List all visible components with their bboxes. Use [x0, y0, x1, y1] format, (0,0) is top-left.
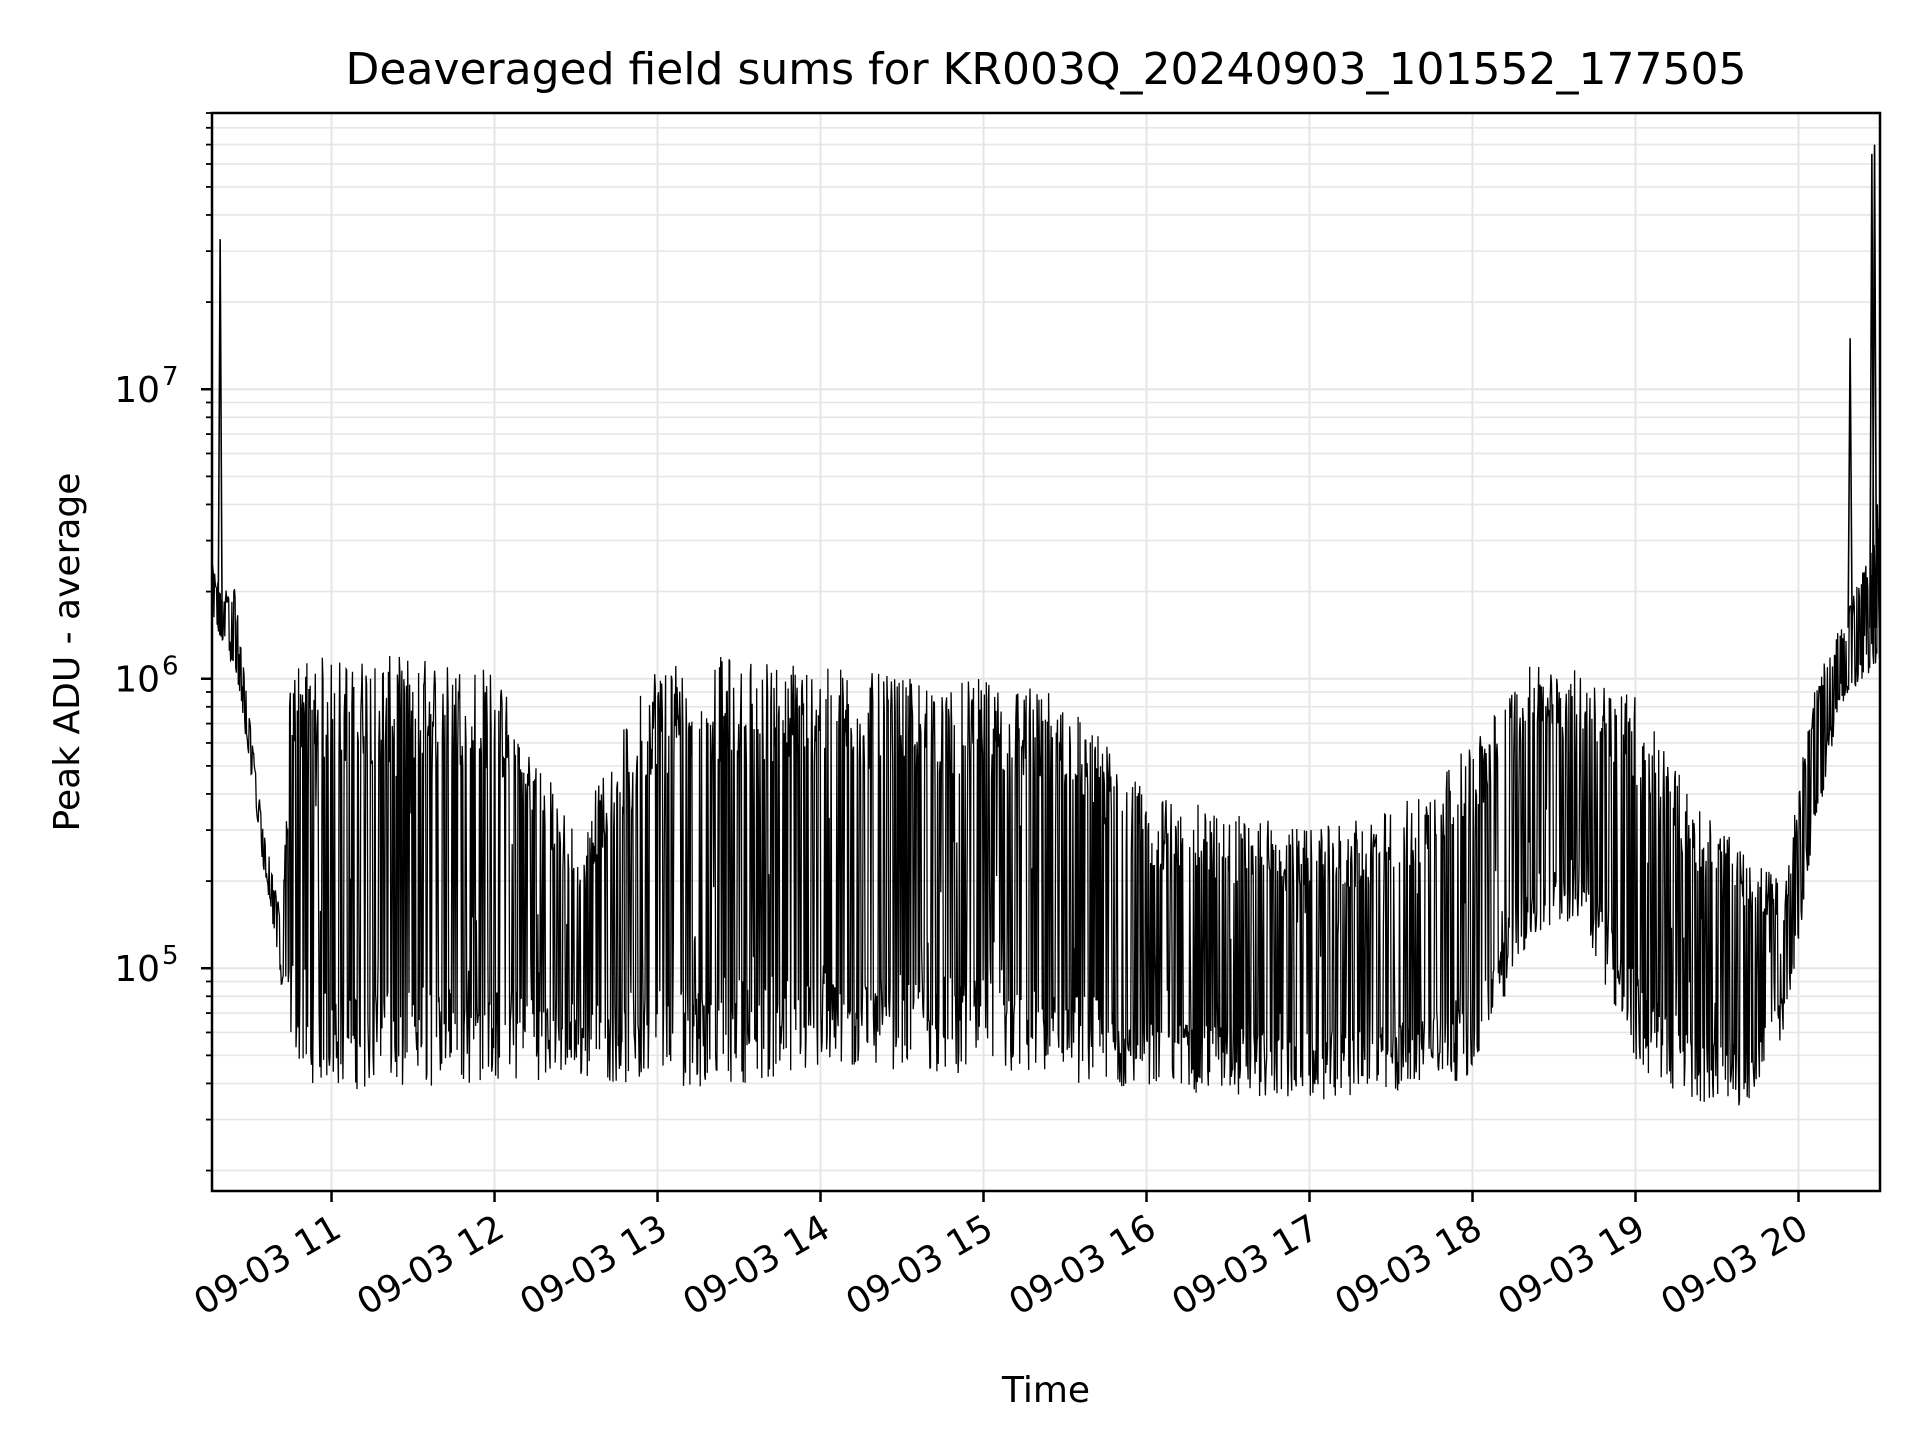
- y-tick-exponent: 5: [162, 941, 179, 971]
- series-line-0: [212, 528, 1880, 1106]
- y-tick-exponent: 7: [162, 362, 179, 392]
- plot-frame: [210, 111, 1882, 1193]
- y-tick-label: 10 5: [114, 941, 178, 990]
- y-tick-exponent: 6: [162, 652, 179, 682]
- series-spike: [1874, 504, 1880, 628]
- series-spike: [1871, 144, 1878, 628]
- y-tick-label: 10 6: [114, 652, 178, 701]
- y-tick-label: 10 7: [114, 362, 178, 411]
- y-tick-base: 10: [114, 370, 160, 411]
- x-axis-label: Time: [1001, 1370, 1090, 1411]
- y-tick-base: 10: [114, 949, 160, 990]
- y-tick-base: 10: [114, 660, 160, 701]
- series-spike: [217, 239, 223, 628]
- series-spike: [1847, 338, 1853, 628]
- y-axis-label: Peak ADU - average: [47, 473, 88, 832]
- chart-title: Deaveraged field sums for KR003Q_2024090…: [346, 44, 1747, 95]
- series-layer: [212, 144, 1880, 1106]
